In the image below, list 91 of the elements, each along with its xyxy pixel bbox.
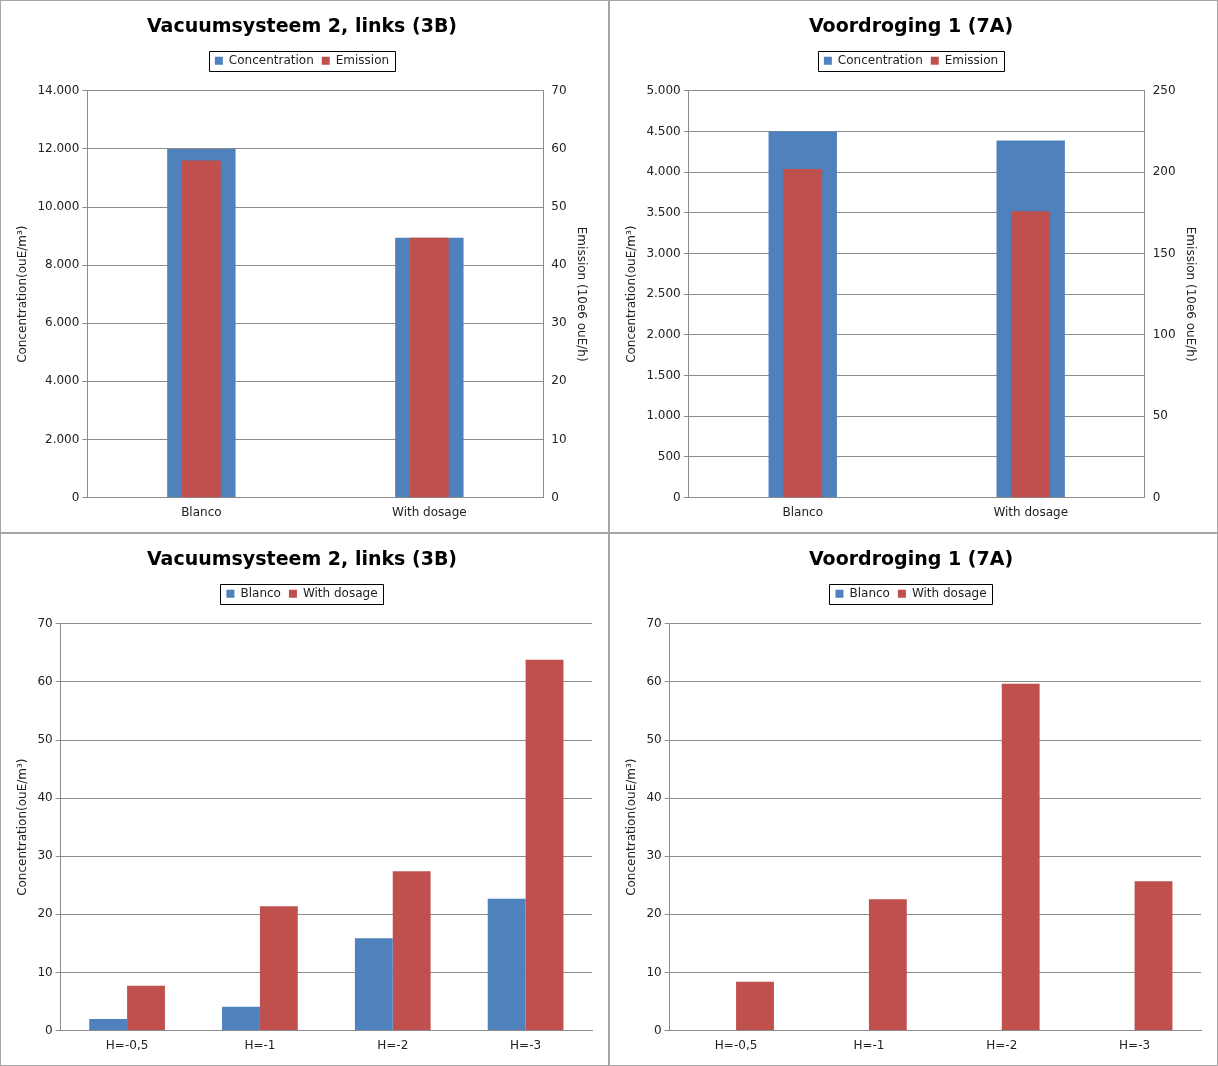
y-tick-label: 60 <box>37 674 53 689</box>
y-tick-label: 40 <box>646 790 662 805</box>
y2-tick-label: 200 <box>1152 164 1176 179</box>
y2-tick-label: 250 <box>1152 82 1176 97</box>
y-tick-label: 70 <box>37 615 53 630</box>
bar <box>736 981 774 1031</box>
x-tick-label: Blanco <box>782 504 823 519</box>
x-tick-label: Blanco <box>181 504 222 519</box>
legend-label: Blanco <box>240 585 281 600</box>
bar <box>89 1018 128 1031</box>
y-tick-label: 2.500 <box>646 286 681 301</box>
legend-label: Emission <box>944 52 999 67</box>
y-axis-title: Concentration(ouE/m³) <box>624 758 639 896</box>
y-tick-label: 500 <box>657 449 681 464</box>
y2-tick-label: 150 <box>1152 245 1176 260</box>
y-tick-label: 20 <box>37 906 53 921</box>
legend-label: With dosage <box>911 585 987 600</box>
bar <box>1001 683 1040 1031</box>
y-tick-label: 3.000 <box>646 245 681 260</box>
y2-tick-label: 50 <box>551 199 567 214</box>
y-tick-label: 0 <box>654 1022 662 1037</box>
y-tick-label: 20 <box>646 906 662 921</box>
legend-label: Emission <box>335 52 390 67</box>
bar <box>487 898 526 1031</box>
bar <box>525 659 564 1031</box>
y-tick-label: 0 <box>673 489 681 504</box>
bar <box>354 938 393 1031</box>
y-tick-label: 12.000 <box>37 141 80 156</box>
y2-tick-label: 70 <box>551 82 567 97</box>
y-tick-label: 30 <box>646 848 662 863</box>
x-tick-label: With dosage <box>993 504 1069 519</box>
y-tick-label: 0 <box>71 489 80 504</box>
legend-label: Blanco <box>849 585 890 600</box>
y-tick-label: 4.000 <box>45 373 80 388</box>
y-tick-label: 8.000 <box>45 257 80 272</box>
y-axis-title: Concentration(ouE/m³) <box>15 758 30 896</box>
y2-tick-label: 20 <box>551 373 567 388</box>
y2-axis-title: Emission (10e6 ouE/h) <box>1183 226 1198 362</box>
y-axis-title: Concentration(ouE/m³) <box>15 225 30 363</box>
y-tick-label: 10.000 <box>37 199 80 214</box>
chart-title: Vacuumsysteem 2, links (3B) <box>146 547 458 570</box>
chart-title: Vacuumsysteem 2, links (3B) <box>146 14 458 37</box>
bar <box>392 871 431 1031</box>
bar <box>1134 881 1173 1031</box>
y-tick-label: 5.000 <box>646 82 681 97</box>
y-tick-label: 3.500 <box>646 204 681 219</box>
y-tick-label: 4.500 <box>646 123 681 138</box>
bar <box>222 1006 260 1031</box>
legend-label: Concentration <box>837 52 923 67</box>
y-tick-label: 1.000 <box>646 408 681 423</box>
y-tick-label: 70 <box>646 615 662 630</box>
y-tick-label: 14.000 <box>37 82 80 97</box>
bar <box>868 899 907 1031</box>
y-tick-label: 0 <box>45 1022 53 1037</box>
y-tick-label: 2.000 <box>646 327 681 342</box>
y-tick-label: 2.000 <box>45 431 80 446</box>
x-tick-label: H=-2 <box>377 1037 409 1052</box>
legend-label: With dosage <box>302 585 378 600</box>
y2-tick-label: 10 <box>551 431 567 446</box>
y-tick-label: 4.000 <box>646 164 681 179</box>
x-tick-label: H=-1 <box>853 1037 885 1052</box>
chart-title: Voordroging 1 (7A) <box>808 547 1014 570</box>
y2-tick-label: 0 <box>1152 489 1161 504</box>
bar <box>127 985 165 1031</box>
y2-tick-label: 100 <box>1152 327 1176 342</box>
y2-tick-label: 0 <box>551 489 559 504</box>
y-tick-label: 30 <box>37 848 53 863</box>
y-tick-label: 6.000 <box>45 315 80 330</box>
legend-label: Concentration <box>228 52 314 67</box>
y-tick-label: 10 <box>37 964 53 979</box>
x-tick-label: H=-3 <box>510 1037 542 1052</box>
y2-tick-label: 40 <box>551 257 567 272</box>
y2-tick-label: 30 <box>551 315 567 330</box>
y-tick-label: 40 <box>37 790 53 805</box>
chart-title: Voordroging 1 (7A) <box>808 14 1014 37</box>
bar <box>259 906 298 1031</box>
y2-axis-title: Emission (10e6 ouE/h) <box>574 226 589 362</box>
x-tick-label: H=-0,5 <box>105 1037 149 1052</box>
y-tick-label: 1.500 <box>646 367 681 382</box>
y2-tick-label: 60 <box>551 141 567 156</box>
y2-tick-label: 50 <box>1152 408 1168 423</box>
y-tick-label: 60 <box>646 674 662 689</box>
y-tick-label: 50 <box>646 732 662 747</box>
x-tick-label: H=-0,5 <box>714 1037 758 1052</box>
y-axis-title: Concentration(ouE/m³) <box>624 225 639 363</box>
x-tick-label: H=-1 <box>244 1037 276 1052</box>
x-tick-label: With dosage <box>392 504 467 519</box>
y-tick-label: 10 <box>646 964 662 979</box>
y-tick-label: 50 <box>37 732 53 747</box>
x-tick-label: H=-3 <box>1119 1037 1151 1052</box>
x-tick-label: H=-2 <box>986 1037 1018 1052</box>
